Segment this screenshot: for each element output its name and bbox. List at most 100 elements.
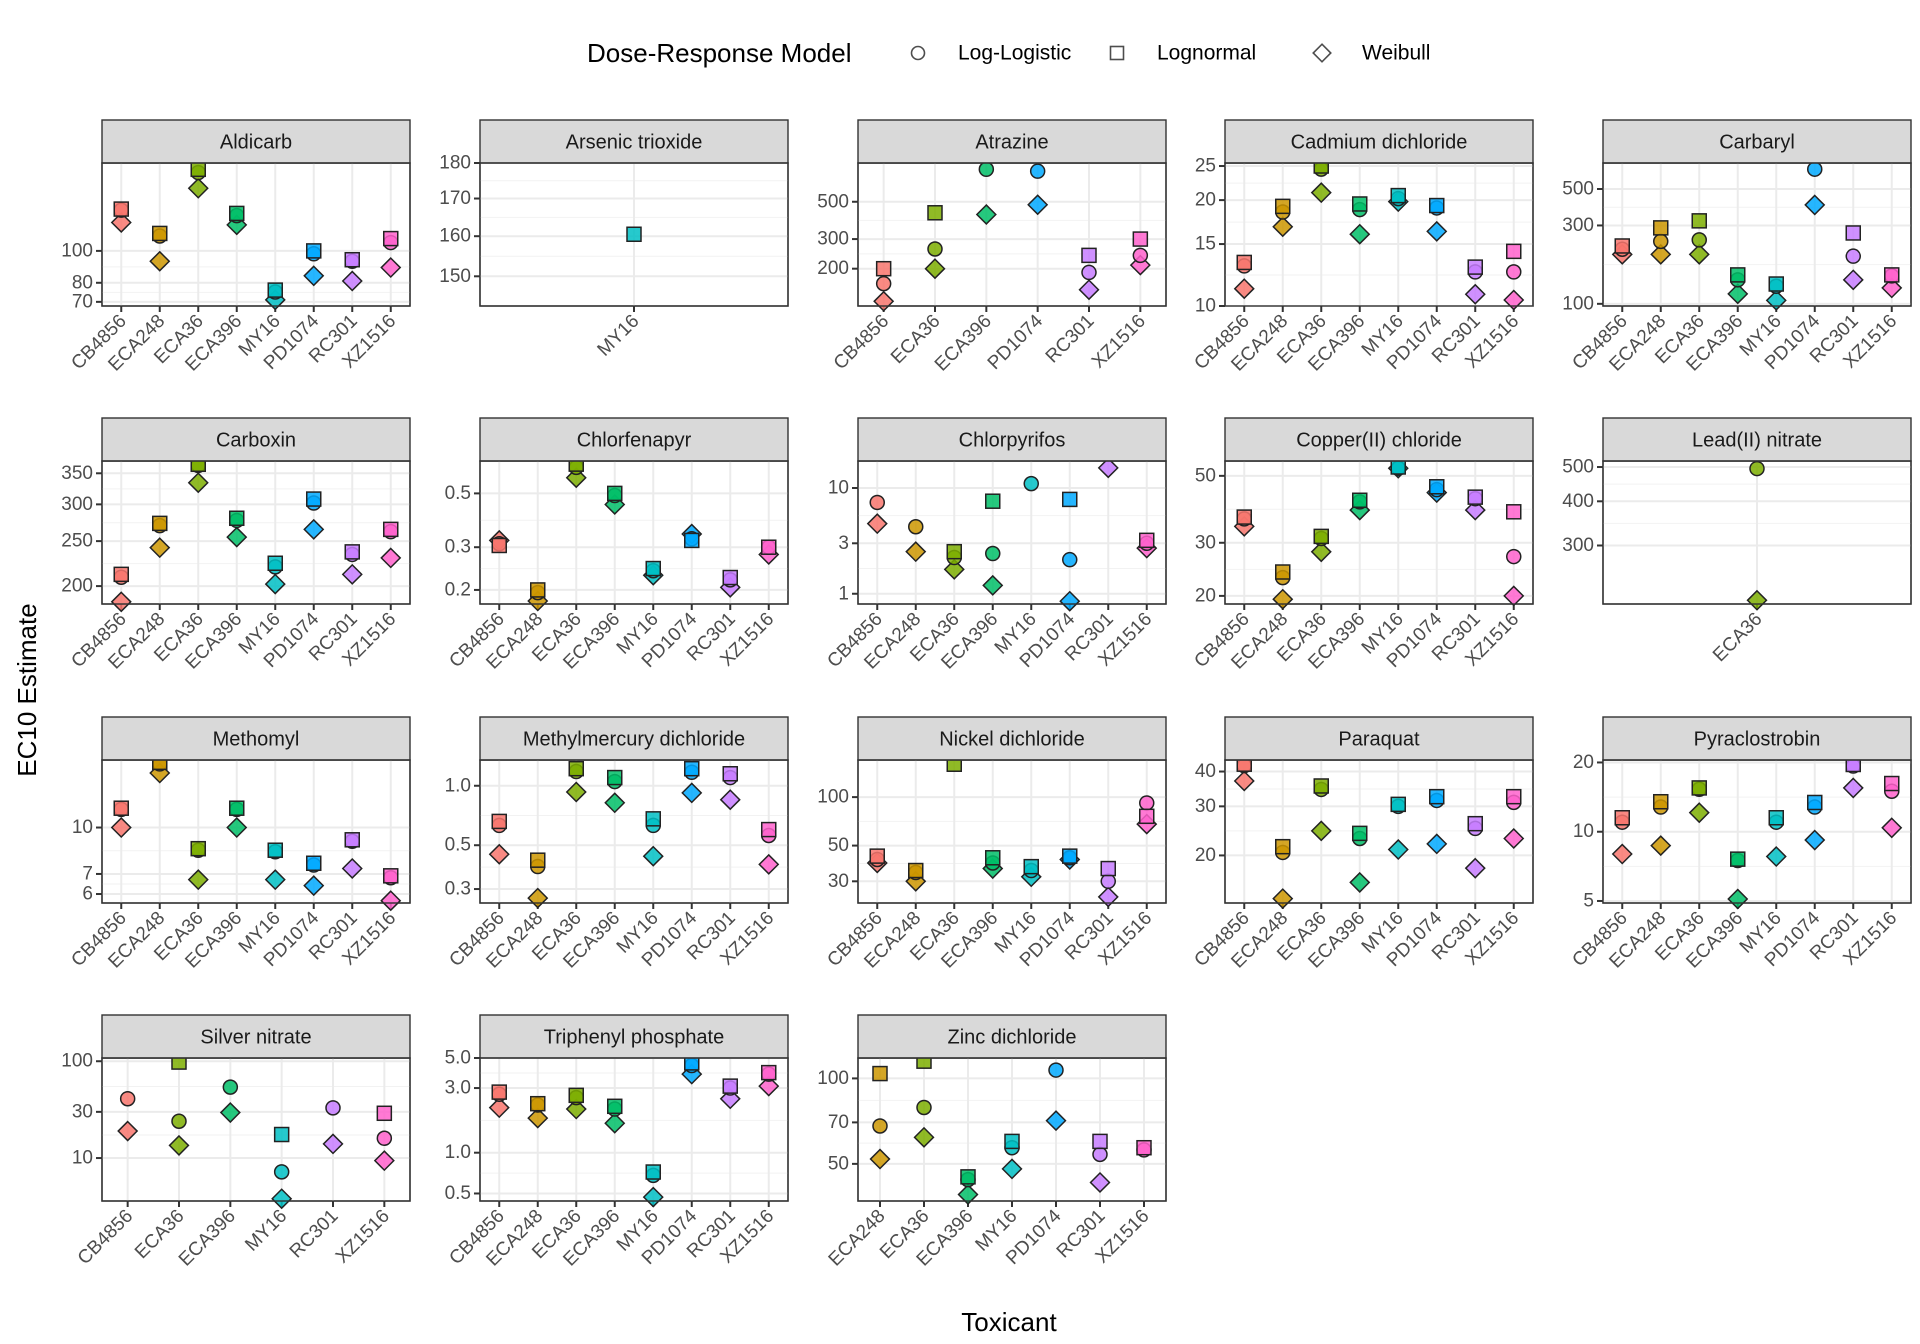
data-point-lognormal-eca248: [152, 515, 168, 532]
data-point-lognormal-eca248: [530, 582, 546, 598]
data-point-weibull-cb4856: [1233, 278, 1255, 300]
y-tick-label: 25: [1195, 156, 1216, 177]
data-point-lognormal-eca396: [985, 850, 1001, 866]
panel-background: [101, 460, 411, 605]
data-point-lognormal-eca396: [229, 510, 245, 527]
facet-title: Nickel dichloride: [939, 729, 1085, 751]
data-point-lognormal-rc301: [344, 832, 360, 848]
panel-background: [479, 1057, 789, 1202]
data-point-lognormal-eca36: [568, 760, 584, 777]
data-point-lognormal-my16: [1023, 858, 1039, 875]
data-point-weibull-eca248: [527, 1107, 549, 1129]
data-point-log-logistic-eca396: [978, 161, 995, 178]
data-point-lognormal-rc301: [344, 544, 360, 560]
y-tick-label: 50: [1195, 465, 1216, 486]
data-point-lognormal-my16: [273, 1126, 290, 1143]
data-point-lognormal-cb4856: [113, 800, 129, 816]
y-tick-label: 0.5: [445, 835, 471, 856]
data-point-weibull-rc301: [1089, 1171, 1111, 1193]
data-point-lognormal-eca396: [229, 800, 245, 816]
y-tick-label: 30: [1195, 532, 1216, 553]
data-point-log-logistic-cb4856: [875, 275, 892, 292]
x-axis-title: Toxicant: [961, 1307, 1057, 1337]
data-point-lognormal-my16: [1390, 796, 1406, 813]
data-point-weibull-xz1516: [758, 853, 780, 875]
facet-methylmercury-dichloride: 0.30.51.0CB4856ECA248ECA36ECA396MY16PD10…: [445, 716, 789, 973]
panel-border: [1224, 162, 1534, 307]
data-point-lognormal-my16: [267, 842, 283, 858]
data-point-log-logistic-rc301: [1100, 873, 1116, 890]
data-point-weibull-pd1074: [1045, 1110, 1067, 1132]
data-point-weibull-my16: [642, 845, 664, 867]
panel-background: [857, 162, 1167, 307]
facet-nickel-dichloride: 3050100CB4856ECA248ECA36ECA396MY16PD1074…: [817, 716, 1167, 973]
data-point-lognormal-xz1516: [1132, 231, 1149, 247]
data-point-weibull-cb4856: [110, 211, 132, 233]
data-point-lognormal-eca396: [985, 493, 1001, 509]
data-point-weibull-eca36: [565, 781, 587, 803]
data-point-log-logistic-eca36: [171, 1113, 187, 1129]
x-tick-label: MY16: [594, 311, 644, 361]
facet-chlorpyrifos: 1310CB4856ECA248ECA36ECA396MY16PD1074RC3…: [823, 417, 1167, 674]
data-point-weibull-rc301: [1842, 777, 1864, 799]
data-point-weibull-xz1516: [1881, 817, 1903, 839]
data-point-weibull-rc301: [1078, 279, 1100, 301]
data-point-lognormal-eca396: [1730, 851, 1746, 867]
data-point-log-logistic-xz1516: [1139, 795, 1155, 811]
y-tick-label: 200: [61, 576, 93, 597]
data-point-weibull-pd1074: [1059, 590, 1081, 612]
y-tick-label: 0.2: [445, 579, 471, 600]
panel-background: [1224, 162, 1534, 307]
data-point-weibull-eca36: [1310, 820, 1332, 842]
facet-copper-ii-chloride: 203050CB4856ECA248ECA36ECA396MY16PD1074R…: [1190, 417, 1534, 674]
y-tick-label: 15: [1195, 234, 1216, 255]
facet-title: Methylmercury dichloride: [523, 729, 745, 751]
data-point-lognormal-cb4856: [113, 201, 129, 217]
y-tick-label: 5: [1583, 890, 1594, 911]
facet-carbaryl: 100300500CB4856ECA248ECA36ECA396MY16PD10…: [1562, 119, 1912, 376]
panel-border: [1224, 460, 1534, 605]
y-tick-label: 50: [828, 1153, 849, 1174]
data-point-weibull-eca248: [1650, 243, 1672, 265]
data-point-lognormal-pd1074: [1429, 788, 1445, 805]
y-tick-label: 0.5: [445, 1183, 471, 1204]
y-tick-label: 40: [1195, 761, 1216, 782]
facet-lead-ii-nitrate: 300 400 500 ECA36 Lead(II) nitrate: [1562, 417, 1912, 666]
data-point-log-logistic-xz1516: [376, 1130, 393, 1147]
y-tick-label: 30: [72, 1101, 93, 1122]
data-point-lognormal-xz1516: [383, 521, 399, 538]
data-point-lognormal-eca248: [1275, 564, 1291, 580]
facet-strip: [479, 1014, 789, 1059]
data-point-lognormal-eca396: [607, 769, 623, 786]
y-tick-label: 100: [61, 240, 93, 261]
data-point-weibull-my16: [1387, 839, 1409, 861]
y-tick-label: 50: [828, 835, 849, 856]
y-tick-label: 300: [817, 229, 849, 250]
panel-border: [101, 460, 411, 605]
data-point-lognormal-eca396: [1730, 267, 1746, 283]
data-point-log-logistic-eca36: [1691, 232, 1707, 248]
y-tick-label: 300: [1562, 535, 1594, 556]
data-point-weibull-eca396: [1349, 871, 1371, 893]
y-tick-label: 0.3: [445, 879, 471, 900]
data-point-lognormal-my16: [1004, 1133, 1020, 1150]
data-point-weibull-eca36: [565, 1098, 587, 1120]
data-point-lognormal-eca36: [927, 205, 943, 221]
facet-pyraclostrobin: 51020CB4856ECA248ECA36ECA396MY16PD1074RC…: [1568, 716, 1912, 973]
data-point-lognormal-rc301: [722, 1078, 738, 1094]
x-tick-label: ECA248: [825, 1206, 890, 1271]
data-point-weibull-cb4856: [488, 843, 510, 865]
legend-label: Log-Logistic: [958, 42, 1071, 65]
data-point-weibull-rc301: [1464, 283, 1486, 305]
facet-strip: [857, 716, 1167, 761]
data-point-weibull-eca396: [604, 792, 626, 814]
y-tick-label: 10: [72, 1148, 93, 1169]
y-tick-label: 70: [72, 291, 93, 312]
facet-title: Aldicarb: [220, 132, 292, 154]
legend-key-circle-icon: [910, 45, 926, 61]
facet-title: Atrazine: [975, 132, 1048, 154]
x-tick-label: XZ1516: [332, 1206, 394, 1268]
y-tick-label: 10: [828, 477, 849, 498]
data-point-lognormal-eca396: [1352, 825, 1368, 842]
data-point-log-logistic-my16: [1023, 475, 1039, 492]
